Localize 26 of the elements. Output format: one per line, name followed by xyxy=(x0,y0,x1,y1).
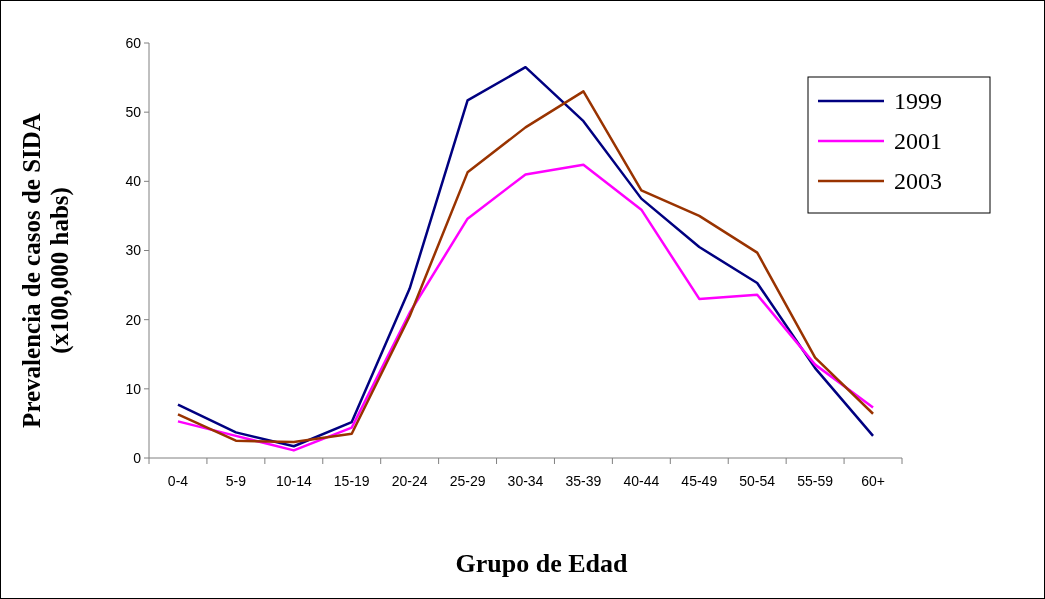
y-tick-label: 10 xyxy=(125,380,142,397)
x-tick-label: 30-34 xyxy=(507,473,544,489)
x-tick-label: 50-54 xyxy=(739,473,776,489)
x-tick-label: 5-9 xyxy=(225,473,247,489)
y-tick-label: 20 xyxy=(125,311,142,328)
y-tick-label: 0 xyxy=(133,449,142,466)
legend-label: 2001 xyxy=(894,128,942,155)
x-tick-label: 55-59 xyxy=(797,473,834,489)
y-tick-label: 40 xyxy=(125,173,142,190)
x-tick-label: 45-49 xyxy=(681,473,718,489)
legend-label: 1999 xyxy=(894,88,942,115)
y-axis-title: Prevalencia de casos de SIDA (x100,000 habs) xyxy=(18,113,74,428)
x-tick-label: 20-24 xyxy=(391,473,428,489)
y-tick-label: 30 xyxy=(125,242,142,259)
x-tick-label: 40-44 xyxy=(623,473,660,489)
x-tick-label: 60+ xyxy=(861,473,885,489)
line-series xyxy=(176,163,875,452)
x-tick-label: 15-19 xyxy=(333,473,370,489)
x-tick-label: 0-4 xyxy=(167,473,189,489)
y-tick-label: 50 xyxy=(125,104,142,121)
legend-label: 2003 xyxy=(894,168,942,195)
x-axis-title: Grupo de Edad xyxy=(455,549,629,578)
y-tick-label: 60 xyxy=(125,34,142,51)
x-tick-label: 25-29 xyxy=(449,473,486,489)
x-tick-label: 35-39 xyxy=(565,473,602,489)
x-tick-label: 10-14 xyxy=(275,473,312,489)
